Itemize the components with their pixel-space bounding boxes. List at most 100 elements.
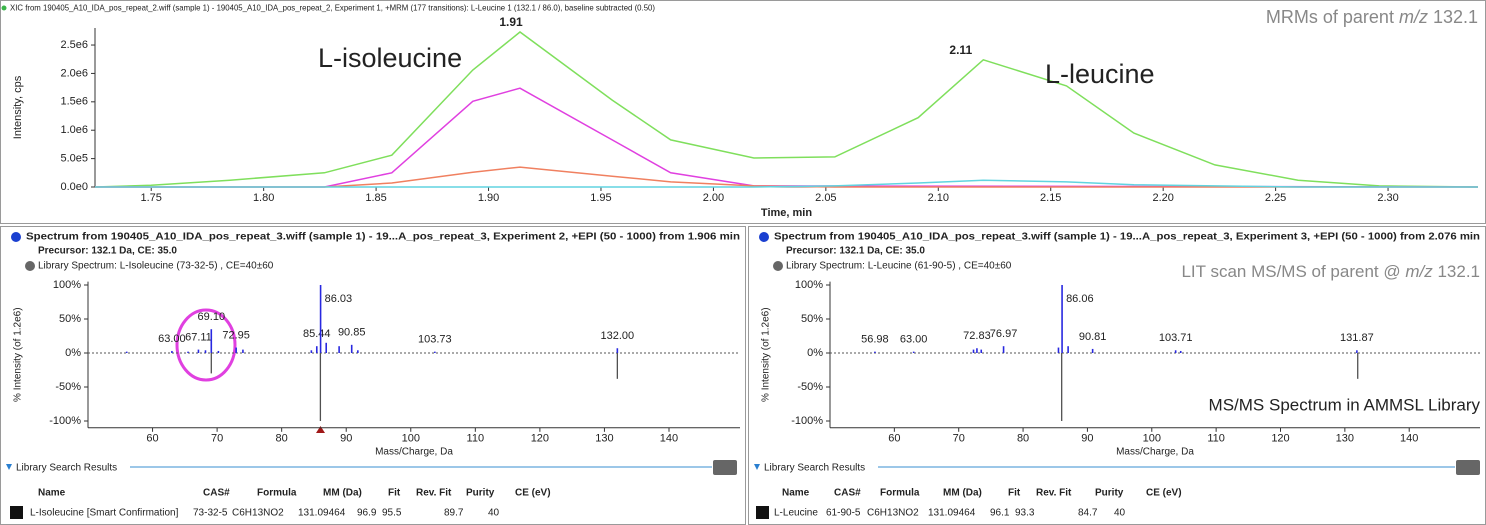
x-tick-label: 70 — [953, 433, 965, 445]
annotation: L-isoleucine — [318, 43, 462, 73]
column-header: CE (eV) — [1146, 488, 1182, 499]
x-tick-label: 80 — [276, 433, 288, 445]
peak-label: 76.97 — [990, 328, 1018, 340]
table-cell: 73-32-5 — [193, 508, 228, 519]
x-tick-label: 2.15 — [1040, 192, 1061, 204]
column-header: MM (Da) — [943, 488, 982, 499]
table-cell: C6H13NO2 — [232, 508, 284, 519]
y-tick-label: -50% — [55, 381, 81, 393]
x-tick-label: 2.20 — [1152, 192, 1173, 204]
x-axis-label: Mass/Charge, Da — [1116, 446, 1194, 457]
x-tick-label: 120 — [1271, 433, 1289, 445]
peak-label: 103.71 — [1159, 332, 1193, 344]
y-tick-label: 2.5e6 — [60, 39, 88, 51]
column-header: Rev. Fit — [1036, 488, 1072, 499]
x-tick-label: 90 — [1081, 433, 1093, 445]
spectrum-icon — [759, 232, 769, 242]
peak-label: 131.87 — [1340, 332, 1374, 344]
column-header: Purity — [1095, 488, 1124, 499]
x-tick-label: 110 — [1207, 433, 1225, 445]
table-cell: 40 — [1114, 508, 1126, 519]
y-axis-label: % Intensity (of 1.2e6) — [13, 307, 24, 402]
table-cell: 95.5 — [382, 508, 402, 519]
library-title: Library Spectrum: L-Isoleucine (73-32-5)… — [38, 261, 274, 272]
spectrum-title: Spectrum from 190405_A10_IDA_pos_repeat_… — [26, 232, 740, 243]
annotation-part: MRMs of parent — [1266, 7, 1399, 27]
x-tick-label: 1.85 — [365, 192, 386, 204]
series-line — [95, 87, 1479, 188]
column-header: Name — [38, 488, 66, 499]
table-cell: 96.9 — [357, 508, 377, 519]
y-tick-label: 0% — [65, 347, 81, 359]
y-tick-label: 0.0e0 — [60, 181, 88, 193]
y-tick-label: -100% — [49, 415, 81, 427]
y-tick-label: 2.0e6 — [60, 67, 88, 79]
peak-label: 69.10 — [198, 311, 226, 323]
x-tick-label: 100 — [402, 433, 420, 445]
annotation-part: LIT scan MS/MS of parent @ — [1181, 262, 1405, 281]
peak-label: 1.91 — [499, 15, 523, 29]
peak-label: 86.03 — [325, 293, 353, 305]
table-cell: 61-90-5 — [826, 508, 861, 519]
collapse-icon[interactable] — [6, 464, 12, 470]
results-title: Library Search Results — [16, 463, 117, 474]
column-header: CE (eV) — [515, 488, 551, 499]
x-tick-label: 60 — [146, 433, 158, 445]
row-icon — [756, 506, 769, 519]
spectrum-title: Spectrum from 190405_A10_IDA_pos_repeat_… — [774, 232, 1480, 243]
x-axis-label: Time, min — [761, 207, 812, 219]
table-cell: 84.7 — [1078, 508, 1098, 519]
table-cell: 93.3 — [1015, 508, 1035, 519]
precursor-info: Precursor: 132.1 Da, CE: 35.0 — [786, 246, 925, 257]
x-tick-label: 120 — [531, 433, 549, 445]
x-tick-label: 1.75 — [141, 192, 162, 204]
x-tick-label: 90 — [340, 433, 352, 445]
search-button[interactable] — [1456, 460, 1480, 475]
table-cell: C6H13NO2 — [867, 508, 919, 519]
y-tick-label: -50% — [797, 381, 823, 393]
x-tick-label: 1.95 — [590, 192, 611, 204]
column-header: Formula — [880, 488, 920, 499]
peak-label: 86.06 — [1066, 293, 1094, 305]
table-cell: 96.1 — [990, 508, 1010, 519]
y-axis-label: Intensity, cps — [12, 75, 24, 139]
x-tick-label: 80 — [1017, 433, 1029, 445]
spectrum-panel-right — [748, 226, 1486, 525]
y-tick-label: 5.0e5 — [60, 153, 88, 165]
peak-label: 85.44 — [303, 328, 331, 340]
table-cell: L-Isoleucine [Smart Confirmation] — [30, 508, 179, 519]
column-header: Purity — [466, 488, 495, 499]
column-header: CAS# — [834, 488, 861, 499]
xic-panel — [0, 0, 1486, 224]
peak-label: 2.11 — [949, 43, 972, 57]
y-tick-label: -100% — [791, 415, 823, 427]
search-button[interactable] — [713, 460, 737, 475]
column-header: Fit — [1008, 488, 1021, 499]
xic-icon — [1, 5, 7, 11]
y-tick-label: 100% — [53, 279, 81, 291]
column-header: CAS# — [203, 488, 230, 499]
x-tick-label: 1.80 — [253, 192, 274, 204]
x-tick-label: 2.25 — [1265, 192, 1286, 204]
spectrum-panel-left — [0, 226, 746, 525]
x-axis-label: Mass/Charge, Da — [375, 446, 453, 457]
table-cell: 131.09464 — [928, 508, 976, 519]
x-tick-label: 2.30 — [1377, 192, 1398, 204]
table-cell: 131.09464 — [298, 508, 346, 519]
collapse-icon[interactable] — [754, 464, 760, 470]
x-tick-label: 60 — [888, 433, 900, 445]
annotation: MS/MS Spectrum in AMMSL Library — [1209, 395, 1481, 414]
highlight-ellipse — [175, 308, 237, 382]
x-tick-label: 1.90 — [478, 192, 499, 204]
library-title: Library Spectrum: L-Leucine (61-90-5) , … — [786, 261, 1012, 272]
table-cell: 89.7 — [444, 508, 464, 519]
chart-title: XIC from 190405_A10_IDA_pos_repeat_2.wif… — [10, 2, 655, 12]
annotation-part: m/z — [1399, 7, 1428, 27]
y-tick-label: 1.5e6 — [60, 96, 88, 108]
y-tick-label: 50% — [801, 313, 823, 325]
spectrum-icon — [11, 232, 21, 242]
peak-label: 90.81 — [1079, 331, 1107, 343]
annotation: L-leucine — [1045, 59, 1155, 89]
